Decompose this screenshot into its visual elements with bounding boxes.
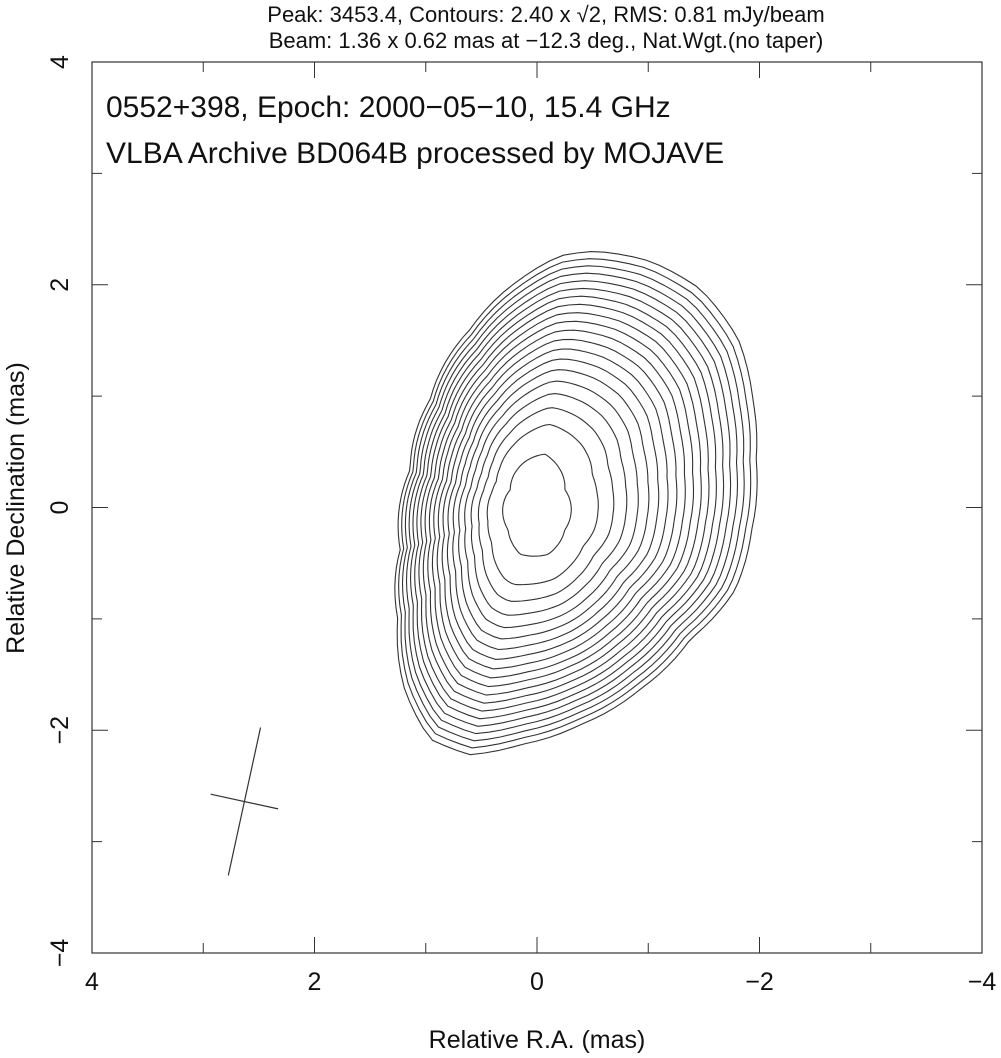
contour-line bbox=[452, 358, 660, 651]
x-tick-labels: 4 2 0 −2 −4 bbox=[85, 968, 996, 996]
contour-line bbox=[458, 369, 650, 640]
x-tick-label: −2 bbox=[745, 968, 774, 996]
annotation-line-1: 0552+398, Epoch: 2000−05−10, 15.4 GHz bbox=[106, 91, 671, 124]
contour-line bbox=[405, 272, 739, 735]
x-tick-label: −4 bbox=[968, 968, 997, 996]
annotation-line-2: VLBA Archive BD064B processed by MOJAVE bbox=[106, 137, 724, 170]
contour-line bbox=[436, 329, 686, 679]
y-tick-labels: −4 −2 0 2 4 bbox=[46, 55, 74, 967]
contour-line bbox=[398, 258, 752, 749]
y-axis-label: Relative Declination (mas) bbox=[2, 362, 30, 654]
header-line-1: Peak: 3453.4, Contours: 2.40 x √2, RMS: … bbox=[267, 2, 824, 27]
contour-line bbox=[446, 348, 669, 660]
y-tick-label: −2 bbox=[46, 716, 74, 745]
plot-frame bbox=[91, 61, 983, 954]
contour-line bbox=[427, 312, 702, 696]
x-axis-label: Relative R.A. (mas) bbox=[429, 1026, 646, 1054]
contour-line bbox=[477, 407, 615, 602]
contour-line bbox=[401, 265, 745, 742]
x-tick-label: 2 bbox=[308, 968, 322, 996]
beam-minor-axis bbox=[210, 793, 279, 810]
beam-cross bbox=[210, 727, 279, 876]
contour-line bbox=[486, 423, 599, 586]
y-tick-label: 4 bbox=[46, 55, 74, 69]
contour-line bbox=[422, 303, 710, 704]
contour-line bbox=[431, 320, 695, 688]
y-tick-label: 0 bbox=[46, 501, 74, 515]
y-tick-label: −4 bbox=[46, 939, 74, 968]
x-tick-label: 0 bbox=[530, 968, 544, 996]
x-tick-label: 4 bbox=[85, 968, 99, 996]
y-tick-label: 2 bbox=[46, 278, 74, 292]
axis-ticks bbox=[92, 62, 982, 953]
contour-line bbox=[441, 338, 678, 670]
contour-line bbox=[418, 295, 717, 712]
contour-line bbox=[394, 251, 758, 756]
contour-line bbox=[414, 287, 725, 720]
contour-line bbox=[464, 380, 639, 629]
header-line-2: Beam: 1.36 x 0.62 mas at −12.3 deg., Nat… bbox=[269, 28, 824, 53]
contour-line bbox=[470, 393, 628, 616]
contour-line bbox=[409, 280, 732, 727]
contours bbox=[394, 251, 758, 756]
contour-line bbox=[502, 453, 572, 557]
